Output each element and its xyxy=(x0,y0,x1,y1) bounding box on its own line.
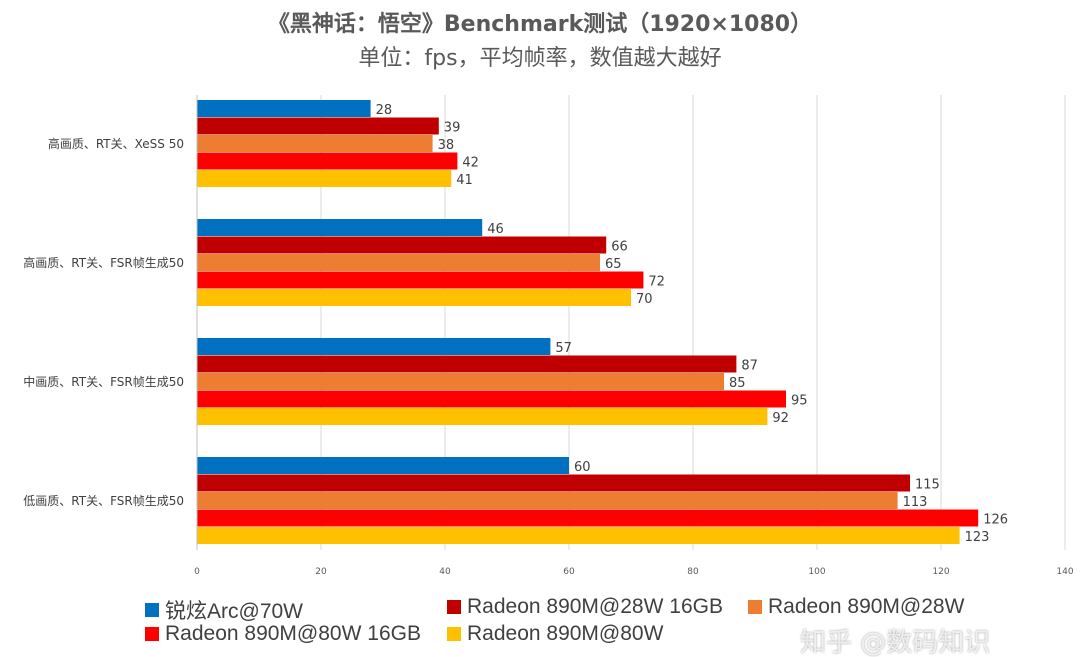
legend-item: 锐炫Arc@70W xyxy=(145,595,303,625)
legend-label: Radeon 890M@28W xyxy=(768,595,965,618)
bar xyxy=(197,474,910,492)
data-label: 123 xyxy=(965,530,990,545)
bar xyxy=(197,527,960,544)
legend-swatch xyxy=(748,600,762,614)
y-tick-label: 高画质、RT关、XeSS 50 xyxy=(48,136,184,151)
data-label: 92 xyxy=(772,411,789,426)
legend-swatch xyxy=(145,603,159,617)
data-label: 87 xyxy=(741,358,758,373)
chart-subtitle: 单位：fps，平均帧率，数值越大越好 xyxy=(358,46,722,71)
legend-item: Radeon 890M@80W 16GB xyxy=(145,622,421,646)
y-tick-label: 低画质、RT关、FSR帧生成50 xyxy=(23,494,184,508)
bar xyxy=(197,117,439,135)
data-label: 39 xyxy=(444,120,461,135)
data-label: 70 xyxy=(636,292,653,307)
x-tick-label: 80 xyxy=(687,567,699,577)
x-tick-label: 40 xyxy=(439,567,451,577)
data-label: 72 xyxy=(648,274,665,289)
data-label: 85 xyxy=(729,376,746,391)
bar xyxy=(197,408,768,425)
legend-item: Radeon 890M@80W xyxy=(447,622,663,646)
bar xyxy=(197,254,600,271)
watermark: 知乎 @数码知识 xyxy=(800,628,991,657)
data-label: 60 xyxy=(574,460,591,475)
bar xyxy=(197,355,737,373)
data-label: 42 xyxy=(462,155,479,170)
legend-label: 锐炫Arc@70W xyxy=(165,600,303,623)
x-tick-label: 120 xyxy=(932,567,949,577)
data-label: 126 xyxy=(983,512,1008,527)
data-label: 95 xyxy=(791,393,808,408)
x-tick-label: 60 xyxy=(563,567,575,577)
legend-swatch xyxy=(447,600,461,614)
bar xyxy=(197,170,452,187)
data-label: 28 xyxy=(376,103,393,118)
data-label: 46 xyxy=(487,222,504,237)
legend-label: Radeon 890M@28W 16GB xyxy=(467,595,723,618)
data-label: 113 xyxy=(903,495,928,510)
bar xyxy=(197,236,607,254)
x-tick-label: 140 xyxy=(1056,567,1073,577)
bar xyxy=(197,373,724,390)
x-tick-label: 20 xyxy=(315,567,327,577)
data-label: 65 xyxy=(605,257,622,272)
bar xyxy=(197,152,458,170)
x-tick-label: 100 xyxy=(808,567,825,577)
legend-label: Radeon 890M@80W xyxy=(467,622,664,645)
data-label: 38 xyxy=(438,138,455,153)
legend-swatch xyxy=(447,627,461,641)
data-label: 66 xyxy=(611,239,628,254)
bar xyxy=(197,457,569,474)
y-tick-label: 中画质、RT关、FSR帧生成50 xyxy=(23,374,184,389)
chart-title: 《黑神话：悟空》Benchmark测试（1920×1080） xyxy=(267,12,813,37)
legend-swatch xyxy=(145,627,159,641)
bar xyxy=(197,219,483,236)
bar xyxy=(197,509,979,527)
y-tick-label: 高画质、RT关、FSR帧生成50 xyxy=(23,255,184,270)
bar xyxy=(197,338,551,355)
bar xyxy=(197,100,371,117)
legend-label: Radeon 890M@80W 16GB xyxy=(165,622,421,645)
legend-item: Radeon 890M@28W xyxy=(748,595,964,619)
bar xyxy=(197,390,786,408)
bar xyxy=(197,289,631,306)
data-label: 115 xyxy=(915,477,940,492)
bar xyxy=(197,271,644,289)
bar xyxy=(197,135,433,152)
data-label: 57 xyxy=(555,341,572,356)
data-label: 41 xyxy=(456,173,473,188)
bar xyxy=(197,492,898,509)
x-tick-label: 0 xyxy=(194,567,200,577)
legend-item: Radeon 890M@28W 16GB xyxy=(447,595,723,619)
